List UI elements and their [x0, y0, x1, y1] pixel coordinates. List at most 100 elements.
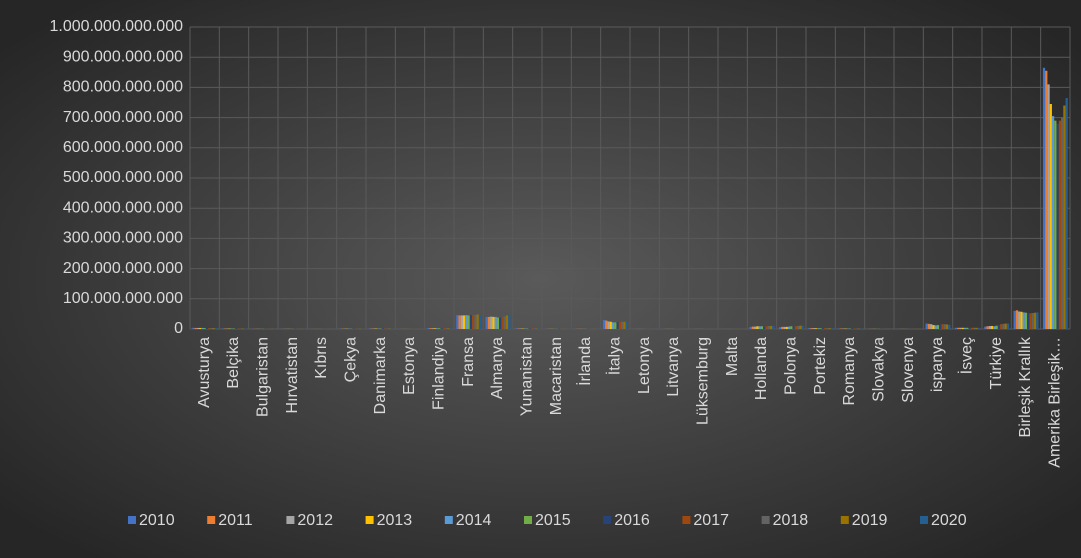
bar [767, 325, 770, 329]
bar [494, 316, 497, 329]
x-tick-label: Slovenya [900, 337, 917, 403]
bar [501, 316, 504, 329]
bar [465, 315, 468, 329]
bar [199, 327, 202, 329]
bar [474, 314, 477, 329]
bar [514, 328, 518, 329]
bar [1029, 313, 1032, 329]
bar [783, 326, 786, 329]
bar [756, 326, 759, 329]
legend-label: 2013 [377, 512, 413, 529]
bar [431, 328, 434, 329]
bar [925, 323, 928, 329]
bar [995, 325, 998, 329]
bar [458, 315, 461, 329]
x-tick-label: Yunanistan [519, 337, 536, 416]
bar [941, 324, 944, 329]
x-tick-label: Macaristan [548, 337, 565, 415]
bar [1004, 323, 1007, 329]
bar [614, 322, 617, 329]
x-tick-label: Almanya [489, 337, 506, 399]
bar [930, 324, 933, 329]
bar [433, 328, 436, 329]
bar [973, 327, 976, 329]
bar [758, 326, 761, 329]
x-tick-label: Estonya [401, 337, 418, 395]
x-tick-label: Letonya [636, 337, 653, 394]
bar [1036, 312, 1039, 329]
bar [966, 327, 969, 329]
bar [943, 324, 946, 329]
bar [792, 326, 795, 329]
bar [754, 326, 757, 329]
bar [472, 315, 475, 329]
x-tick-label: Romanya [841, 337, 858, 406]
bar [977, 327, 980, 329]
bar [426, 328, 430, 329]
bar [208, 328, 211, 329]
x-tick-label: İrlanda [575, 337, 594, 386]
bar [1024, 312, 1028, 329]
bar [602, 319, 606, 329]
legend-swatch [840, 516, 849, 524]
bar [1013, 310, 1016, 329]
x-tick-label: ispanya [929, 337, 946, 392]
bar [819, 328, 822, 329]
legend-swatch [603, 516, 612, 524]
bar [460, 315, 463, 329]
bar [1063, 105, 1066, 330]
bar [476, 314, 479, 329]
bar [830, 328, 834, 329]
bar [1002, 323, 1005, 329]
y-tick-label: 300.000.000.000 [63, 230, 183, 247]
x-tick-label: Malta [724, 337, 741, 376]
bar [1022, 312, 1025, 329]
bar [611, 322, 615, 329]
bar [201, 327, 204, 329]
bar [449, 328, 452, 329]
bar [490, 316, 493, 329]
bar [787, 326, 791, 329]
legend-label: 2020 [931, 512, 967, 529]
legend-label: 2015 [535, 512, 571, 529]
bar [192, 327, 195, 329]
bar [478, 315, 482, 329]
legend-label: 2014 [456, 512, 492, 529]
bar [993, 326, 996, 329]
bar [1027, 312, 1030, 329]
bar [772, 325, 775, 329]
bar [957, 327, 960, 329]
bar [1065, 97, 1068, 329]
bar [1006, 323, 1010, 329]
bar [934, 325, 937, 329]
legend-swatch [128, 516, 136, 524]
bar [763, 326, 766, 329]
bar [963, 327, 967, 329]
x-tick-label: Amerika Birleşik… [1047, 337, 1064, 468]
bar [445, 328, 448, 329]
bar [496, 317, 500, 329]
bar [1033, 312, 1037, 329]
bar [785, 326, 788, 329]
legend-swatch [286, 516, 295, 524]
bar [808, 328, 811, 329]
bar [456, 315, 459, 329]
bar [932, 325, 935, 329]
x-tick-label: İtalya [605, 337, 624, 375]
bar [1045, 70, 1048, 329]
x-tick-label: Finlandiya [431, 337, 448, 410]
bar [463, 315, 466, 329]
bar [749, 326, 752, 329]
legend-label: 2016 [614, 512, 650, 529]
bar [435, 328, 439, 329]
legend-swatch [920, 516, 928, 524]
x-tick-label: Hollanda [753, 337, 770, 400]
bar [621, 321, 624, 329]
x-tick-label: Slovakya [871, 337, 888, 402]
bar [991, 325, 994, 329]
bar [503, 316, 506, 329]
x-tick-label: Birleşik Krallık [1017, 336, 1034, 437]
y-tick-label: 200.000.000.000 [63, 260, 183, 277]
